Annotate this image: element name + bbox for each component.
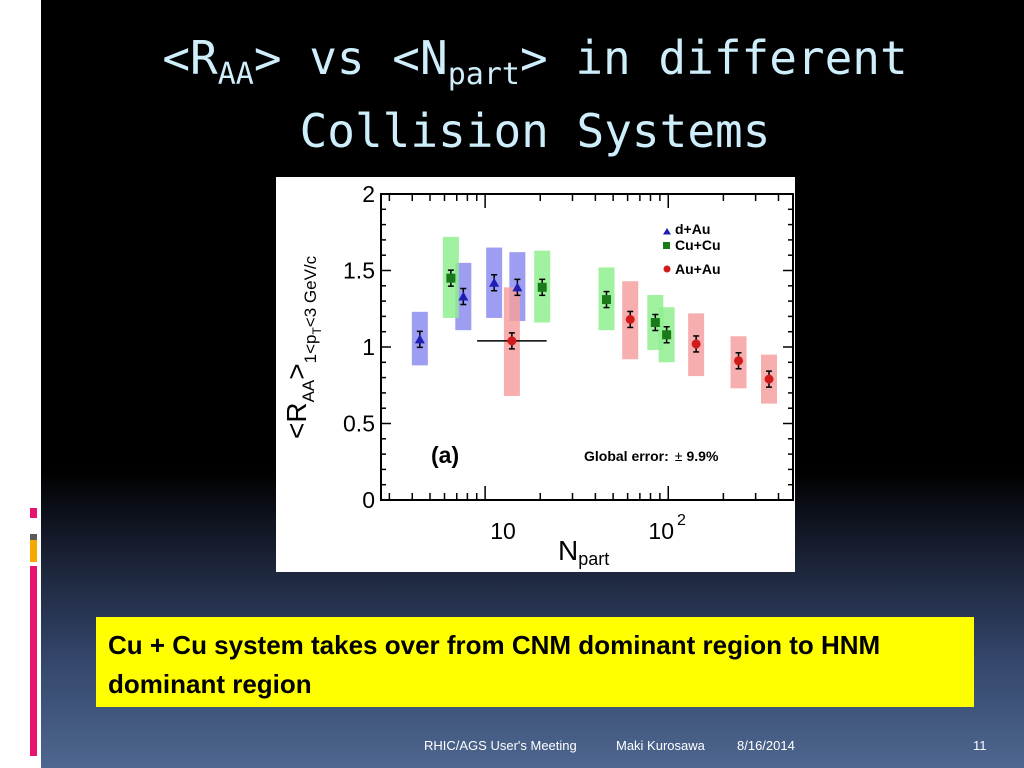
y-label-cut: <3 GeV/c [301, 255, 320, 327]
y-label-main: <R [281, 402, 312, 439]
global-error-value: 9.9% [686, 448, 718, 464]
data-point-cucu [446, 273, 456, 283]
y-label-close: > [281, 363, 312, 379]
y-label-cut: 1<p [301, 335, 320, 364]
global-error-annotation: Global error: ±9.9% [584, 448, 719, 464]
title-part: > in different [519, 31, 908, 85]
title-line-2: Collision Systems [299, 104, 771, 158]
legend-triangle-icon [663, 228, 671, 235]
footer-date: 8/16/2014 [737, 738, 795, 753]
y-tick-label: 0 [362, 487, 375, 513]
data-point-cucu [662, 330, 672, 340]
data-point-cucu [537, 282, 547, 292]
x-axis-label-sub: part [578, 549, 609, 569]
footer-page-number: 11 [973, 738, 987, 753]
accent-bar-2 [30, 518, 37, 532]
y-tick-label: 1 [362, 334, 375, 360]
legend-label-dau: d+Au [675, 221, 710, 237]
y-label-cut-sub: T [310, 327, 324, 335]
footer-meeting: RHIC/AGS User's Meeting [424, 738, 577, 753]
chart-svg: 0 0.5 1 1.5 2 10 10 2 Npart <RAA>1<pT<3 … [281, 181, 794, 569]
slide-title: <RAA> vs <Npart> in different Collision … [60, 30, 1010, 159]
legend-label-auau: Au+Au [675, 261, 721, 277]
data-point-auau [764, 374, 774, 384]
y-tick-label: 0.5 [343, 411, 375, 437]
x-tick-label-10: 10 [490, 518, 516, 544]
legend-label-cucu: Cu+Cu [675, 237, 721, 253]
data-point-auau [734, 356, 744, 366]
y-tick-label: 2 [362, 181, 375, 207]
data-point-dau [414, 334, 425, 344]
global-error-pm: ± [675, 448, 683, 464]
title-subscript: AA [217, 57, 254, 92]
title-line-1: <RAA> vs <Npart> in different [60, 30, 1010, 103]
y-tick-label: 1.5 [343, 258, 375, 284]
title-part: > vs <N [253, 31, 448, 85]
accent-bar-5 [30, 566, 37, 756]
y-axis-label: <RAA>1<pT<3 GeV/c [281, 255, 324, 439]
data-point-auau [625, 314, 635, 324]
data-point-cucu [601, 295, 611, 305]
x-axis-label: Npart [558, 535, 609, 569]
x-tick-label-100: 10 [648, 518, 674, 544]
callout-text: Cu + Cu system takes over from CNM domin… [108, 630, 881, 699]
y-axis-label-text: <RAA>1<pT<3 GeV/c [281, 255, 324, 439]
y-label-sub: AA [299, 379, 318, 402]
data-point-auau [507, 336, 517, 346]
chart-image: 0 0.5 1 1.5 2 10 10 2 Npart <RAA>1<pT<3 … [276, 177, 795, 572]
data-point-cucu [650, 318, 660, 328]
x-tick-exponent: 2 [677, 512, 686, 529]
data-point-auau [691, 339, 701, 349]
panel-label: (a) [431, 442, 459, 468]
legend-square-icon [663, 242, 670, 249]
callout-box: Cu + Cu system takes over from CNM domin… [96, 617, 974, 707]
data-point-dau [458, 291, 469, 301]
footer-author: Maki Kurosawa [616, 738, 705, 753]
data-point-dau [512, 282, 523, 292]
accent-bar-3 [30, 534, 37, 540]
data-point-dau [489, 277, 500, 287]
legend-circle-icon [663, 265, 671, 273]
accent-bar-1 [30, 508, 37, 518]
accent-bar-4 [30, 540, 37, 562]
x-axis-label-main: N [558, 535, 578, 566]
legend: d+Au Cu+Cu Au+Au [663, 221, 721, 277]
global-error-text: Global error: [584, 448, 669, 464]
title-part: <R [162, 31, 218, 85]
title-subscript: part [447, 57, 520, 92]
